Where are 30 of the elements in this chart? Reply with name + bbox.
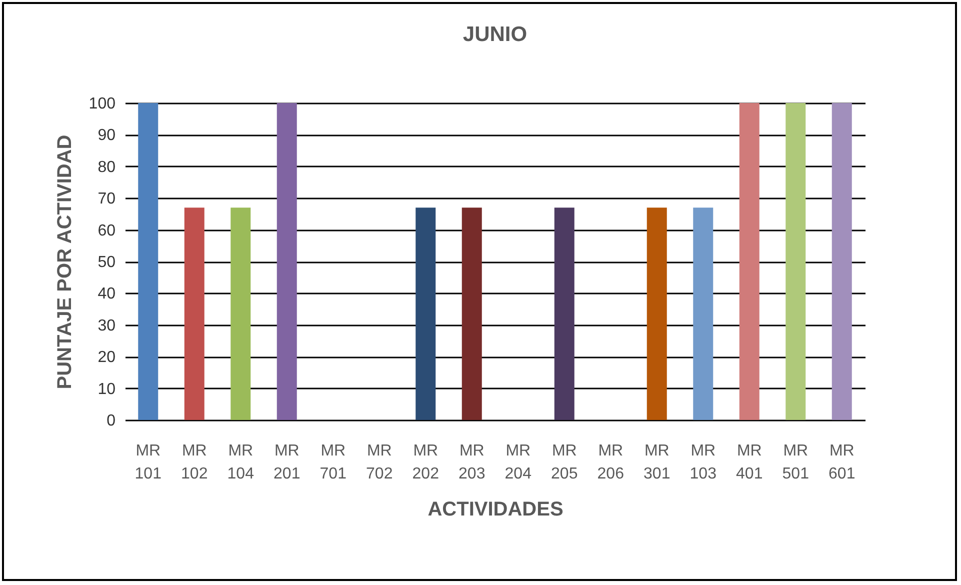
y-tick-label: 20	[98, 349, 116, 366]
y-tick-label: 50	[98, 254, 116, 271]
x-tick-label: MR 702	[366, 442, 393, 482]
y-tick-label: 70	[98, 190, 116, 208]
x-axis-title: ACTIVIDADES	[428, 498, 564, 520]
x-tick-label: MR 102	[181, 442, 208, 482]
y-tick-label: 90	[98, 127, 116, 144]
x-tick-label: MR 203	[458, 442, 486, 482]
x-tick-label: MR 501	[782, 442, 810, 482]
x-tick-label: MR 201	[274, 442, 300, 482]
y-tick-label: 40	[98, 286, 116, 303]
x-tick-label: MR 104	[227, 442, 254, 482]
x-tick-label: MR 204	[504, 442, 532, 482]
x-tick-label: MR 202	[412, 442, 440, 482]
x-tick-label: MR 206	[597, 442, 624, 482]
chart-title: JUNIO	[462, 23, 528, 46]
y-tick-label: 80	[98, 158, 116, 176]
y-tick-label: 100	[88, 96, 116, 112]
x-tick-label: MR 401	[736, 442, 763, 482]
x-tick-label: MR 301	[644, 442, 670, 482]
y-tick-label: 10	[98, 380, 116, 398]
x-tick-label: MR 601	[828, 442, 856, 482]
x-tick-label: MR 205	[551, 442, 578, 482]
y-tick-label: 30	[98, 317, 116, 334]
y-tick-label: 0	[106, 412, 116, 430]
y-tick-label: 60	[98, 222, 116, 240]
y-axis-title: PUNTAJE POR ACTIVIDAD	[54, 134, 76, 390]
x-tick-label: MR 103	[690, 442, 717, 482]
x-tick-label: MR 701	[320, 442, 347, 482]
x-tick-label: MR 101	[134, 442, 162, 482]
